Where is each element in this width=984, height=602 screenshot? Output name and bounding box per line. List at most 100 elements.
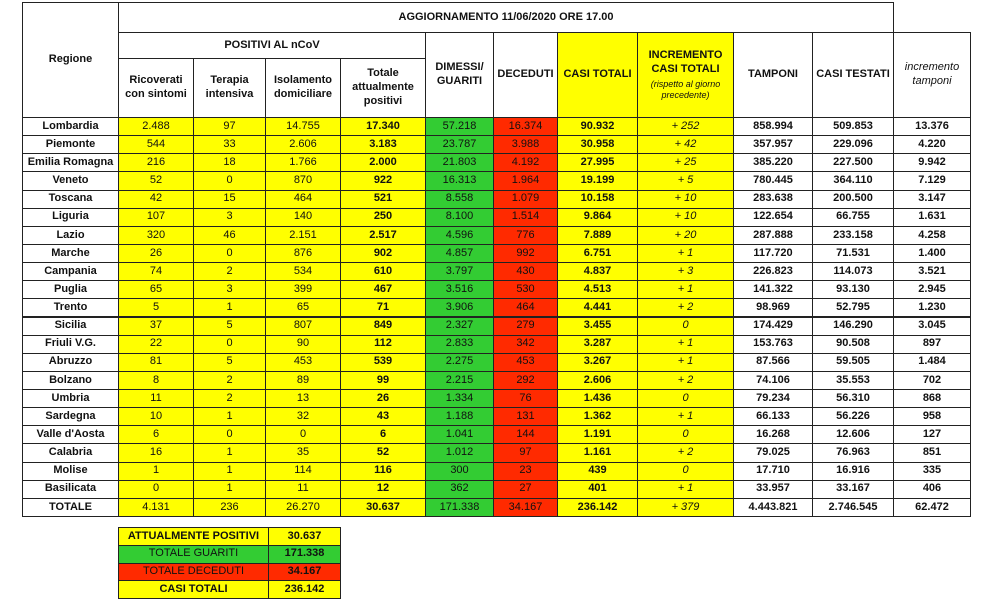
table-cell: 4.441 [557,298,638,318]
table-cell: 236 [193,497,266,517]
table-cell: 958 [893,407,971,427]
table-cell: 1.766 [265,153,341,173]
table-cell: 37 [118,316,194,336]
table-cell: 279 [493,316,558,336]
table-cell: 780.445 [733,171,813,191]
table-cell: 3.521 [893,262,971,282]
table-cell: 0 [118,479,194,499]
column-header: TAMPONI [733,32,813,118]
table-cell: 112 [340,334,426,354]
table-cell: 8 [118,370,194,391]
table-cell: 0 [637,316,734,336]
region-name: Molise [22,461,119,481]
table-cell: 0 [637,425,734,445]
table-cell: 26.270 [265,497,341,517]
table-cell: 90.508 [812,334,894,354]
table-cell: 117.720 [733,243,813,264]
table-cell: + 1 [637,479,734,499]
table-cell: 144 [493,425,558,445]
table-cell: 0 [637,389,734,409]
table-cell: 87.566 [733,352,813,372]
table-cell: 0 [265,425,341,445]
region-name: Calabria [22,443,119,463]
table-cell: 62.472 [893,497,971,517]
table-cell: 59.505 [812,352,894,372]
table-cell: 849 [340,316,426,336]
table-cell: 7.889 [557,225,638,245]
table-cell: 530 [493,280,558,300]
table-cell: 19.199 [557,171,638,191]
table-cell: 1.161 [557,443,638,463]
table-cell: 292 [493,370,558,391]
table-cell: 1 [193,407,266,427]
table-cell: 6 [118,425,194,445]
summary-label: TOTALE GUARITI [118,544,269,564]
table-cell: 1.012 [425,443,494,463]
table-cell: 11 [118,389,194,409]
table-cell: 0 [193,243,266,264]
table-cell: 116 [340,461,426,481]
table-cell: 467 [340,280,426,300]
table-cell: 4.192 [493,153,558,173]
table-cell: 6.751 [557,243,638,264]
table-cell: + 3 [637,262,734,282]
region-name: Toscana [22,189,119,209]
table-cell: 98.969 [733,298,813,318]
region-name: Friuli V.G. [22,334,119,354]
table-cell: 3 [193,207,266,227]
table-cell: 2.327 [425,316,494,336]
table-cell: 23 [493,461,558,481]
region-name: Lombardia [22,117,119,137]
table-cell: 52 [118,171,194,191]
table-cell: 1.188 [425,407,494,427]
table-cell: 74 [118,262,194,282]
table-cell: 287.888 [733,225,813,245]
table-cell: 9.864 [557,207,638,227]
column-note: (rispetto al giorno precedente) [650,78,721,100]
table-cell: 66.133 [733,407,813,427]
table-cell: + 1 [637,334,734,354]
table-cell: 146.290 [812,316,894,336]
region-name: Abruzzo [22,352,119,372]
table-cell: + 2 [637,443,734,463]
table-cell: + 1 [637,280,734,300]
table-cell: 21.803 [425,153,494,173]
table-cell: 464 [493,298,558,318]
group-header: POSITIVI AL nCoV [118,32,426,59]
table-cell: 16 [118,443,194,463]
table-cell: 3.183 [340,135,426,155]
table-cell: 65 [265,298,341,318]
table-cell: 357.957 [733,135,813,155]
table-cell: 226.823 [733,262,813,282]
table-cell: 16.268 [733,425,813,445]
table-cell: 2.275 [425,352,494,372]
table-cell: + 42 [637,135,734,155]
column-header: CASI TESTATI [812,32,894,118]
table-cell: 97 [193,117,266,137]
table-cell: 27 [493,479,558,499]
table-cell: 7.129 [893,171,971,191]
table-cell: 4.596 [425,225,494,245]
table-cell: 114 [265,461,341,481]
table-cell: 32 [265,407,341,427]
table-cell: 35.553 [812,370,894,391]
table-cell: 76.963 [812,443,894,463]
column-header: Terapia intensiva [193,58,266,118]
region-name: Valle d'Aosta [22,425,119,445]
table-cell: 6 [340,425,426,445]
table-cell: 453 [265,352,341,372]
table-cell: 13 [265,389,341,409]
table-cell: 4.131 [118,497,194,517]
table-cell: 776 [493,225,558,245]
table-cell: 4.443.821 [733,497,813,517]
table-cell: 174.429 [733,316,813,336]
table-cell: + 252 [637,117,734,137]
table-cell: 74.106 [733,370,813,391]
table-cell: 702 [893,370,971,391]
column-header: incremento tamponi [893,32,971,118]
table-cell: 439 [557,461,638,481]
table-cell: 90.932 [557,117,638,137]
summary-value: 34.167 [268,562,341,582]
table-cell: + 2 [637,370,734,391]
